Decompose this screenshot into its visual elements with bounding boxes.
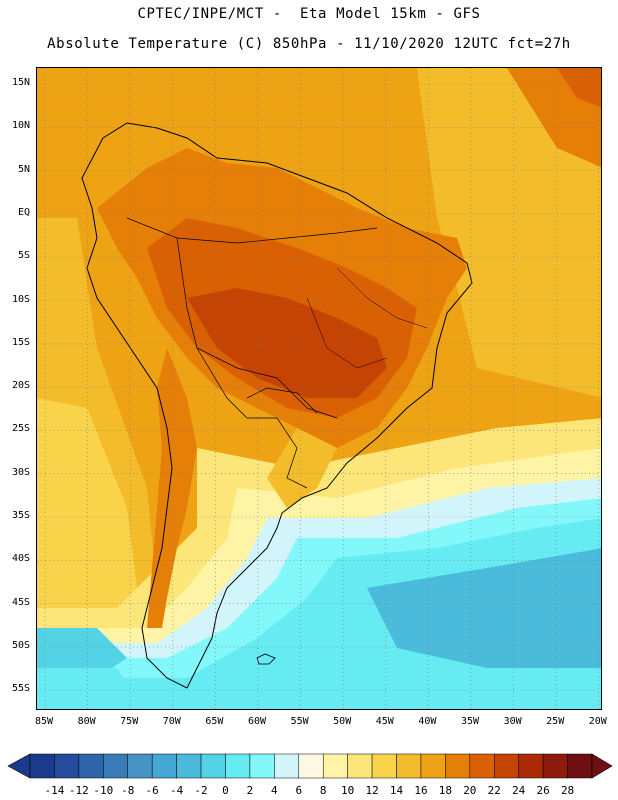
border-paraguay bbox=[246, 387, 318, 414]
colorbar-label: 24 bbox=[512, 784, 526, 797]
lat-label: 10N bbox=[11, 120, 30, 132]
colorbar-label: 18 bbox=[438, 784, 453, 797]
lat-label: 50S bbox=[11, 639, 30, 651]
colorbar-label: 10 bbox=[341, 784, 355, 797]
colorbar-label: -8 bbox=[121, 784, 135, 797]
lon-label: 20W bbox=[588, 716, 607, 727]
colorbar-label: 26 bbox=[536, 784, 550, 797]
colorbar-cell bbox=[518, 753, 544, 779]
lon-label: 25W bbox=[546, 716, 565, 727]
border-brazil-west bbox=[176, 237, 338, 419]
colorbar-label: -2 bbox=[194, 784, 208, 797]
temperature-map bbox=[36, 67, 602, 710]
title-line-1: CPTEC/INPE/MCT - Eta Model 15km - GFS bbox=[137, 6, 481, 22]
lon-label: 70W bbox=[162, 716, 181, 727]
field-band-14 bbox=[37, 398, 137, 628]
border-bolivia bbox=[196, 347, 277, 419]
colorbar-cell bbox=[445, 753, 471, 779]
lat-label: 15N bbox=[11, 77, 30, 88]
lat-label: 40S bbox=[11, 553, 30, 565]
colorbar-label: -14 bbox=[44, 784, 65, 797]
lon-label: 60W bbox=[247, 716, 267, 727]
colorbar-label: 0 bbox=[222, 784, 229, 797]
falklands bbox=[256, 653, 276, 665]
colorbar-label: 22 bbox=[487, 784, 501, 797]
colorbar-cell bbox=[200, 753, 226, 779]
colorbar-cell bbox=[78, 753, 104, 779]
lat-label: 45S bbox=[11, 596, 30, 608]
coastline bbox=[81, 122, 473, 689]
colorbar-cell bbox=[127, 753, 153, 779]
colorbar-cell bbox=[347, 753, 373, 779]
colorbar-label: 8 bbox=[319, 784, 327, 797]
lat-label: 15S bbox=[11, 336, 30, 348]
lon-label: 75W bbox=[120, 716, 139, 727]
colorbar-cell bbox=[54, 753, 80, 779]
colorbar-cell bbox=[151, 753, 177, 779]
field-band-16 bbox=[417, 68, 601, 398]
lon-label: 35W bbox=[460, 716, 480, 727]
border-states-2 bbox=[306, 297, 388, 369]
lat-label: 20S bbox=[11, 380, 30, 392]
border-argentina bbox=[276, 417, 308, 489]
colorbar-label: 2 bbox=[246, 784, 254, 797]
lon-label: 45W bbox=[375, 716, 394, 727]
colorbar-cell bbox=[567, 753, 593, 779]
colorbar-arrow-left bbox=[7, 753, 31, 779]
lat-label: 25S bbox=[11, 423, 30, 435]
field-band-0 bbox=[37, 628, 127, 678]
lat-label: 5S bbox=[17, 250, 30, 262]
colorbar-cell bbox=[249, 753, 275, 779]
colorbar-label: 12 bbox=[365, 784, 379, 797]
lat-label: 55S bbox=[11, 683, 30, 695]
colorbar-label: -4 bbox=[169, 784, 184, 797]
colorbar-cell bbox=[542, 753, 568, 779]
colorbar-arrow-right bbox=[591, 753, 613, 779]
lat-label: EQ bbox=[17, 206, 30, 218]
lon-label: 30W bbox=[503, 716, 522, 727]
colorbar-label: 4 bbox=[271, 784, 278, 797]
lon-label: 85W bbox=[34, 716, 54, 727]
colorbar-cell bbox=[420, 753, 446, 779]
lat-label: 30S bbox=[11, 466, 30, 478]
colorbar-cell bbox=[29, 753, 55, 779]
lon-label: 55W bbox=[290, 716, 309, 727]
border-north bbox=[126, 217, 378, 244]
rio-plata-band bbox=[267, 428, 337, 508]
colorbar-label: 6 bbox=[295, 784, 303, 797]
colorbar-cell bbox=[322, 753, 348, 779]
lon-label: 40W bbox=[418, 716, 437, 727]
colorbar-cell bbox=[371, 753, 397, 779]
title-line-2: Absolute Temperature (C) 850hPa - 11/10/… bbox=[47, 36, 571, 52]
colorbar-cell bbox=[396, 753, 422, 779]
lat-label: 35S bbox=[11, 510, 30, 521]
colorbar-cell bbox=[274, 753, 300, 779]
colorbar-label: -6 bbox=[145, 784, 159, 797]
field-band-22 bbox=[557, 68, 601, 108]
colorbar-label: -10 bbox=[93, 784, 114, 797]
lon-label: 65W bbox=[205, 716, 224, 727]
lat-label: 10S bbox=[11, 293, 30, 305]
border-states-1 bbox=[336, 267, 428, 329]
colorbar-cell bbox=[494, 753, 519, 779]
colorbar-cell bbox=[469, 753, 495, 779]
colorbar-cell bbox=[225, 753, 251, 779]
lon-label: 80W bbox=[77, 716, 96, 727]
map-canvas bbox=[37, 68, 601, 709]
colorbar-label: 16 bbox=[414, 784, 428, 797]
field-band-2-south bbox=[37, 668, 137, 709]
colorbar-cell bbox=[176, 753, 202, 779]
lat-label: 5N bbox=[17, 163, 30, 175]
continent-warm-24 bbox=[187, 288, 387, 398]
colorbar-cell bbox=[103, 753, 128, 779]
colorbar-cell bbox=[298, 753, 324, 779]
colorbar-label: 14 bbox=[389, 784, 404, 797]
colorbar-label: 28 bbox=[560, 784, 575, 797]
colorbar-label: 20 bbox=[463, 784, 477, 797]
lon-label: 50W bbox=[333, 716, 352, 727]
field-band-neg2 bbox=[367, 548, 601, 668]
colorbar-label: -12 bbox=[68, 784, 89, 797]
